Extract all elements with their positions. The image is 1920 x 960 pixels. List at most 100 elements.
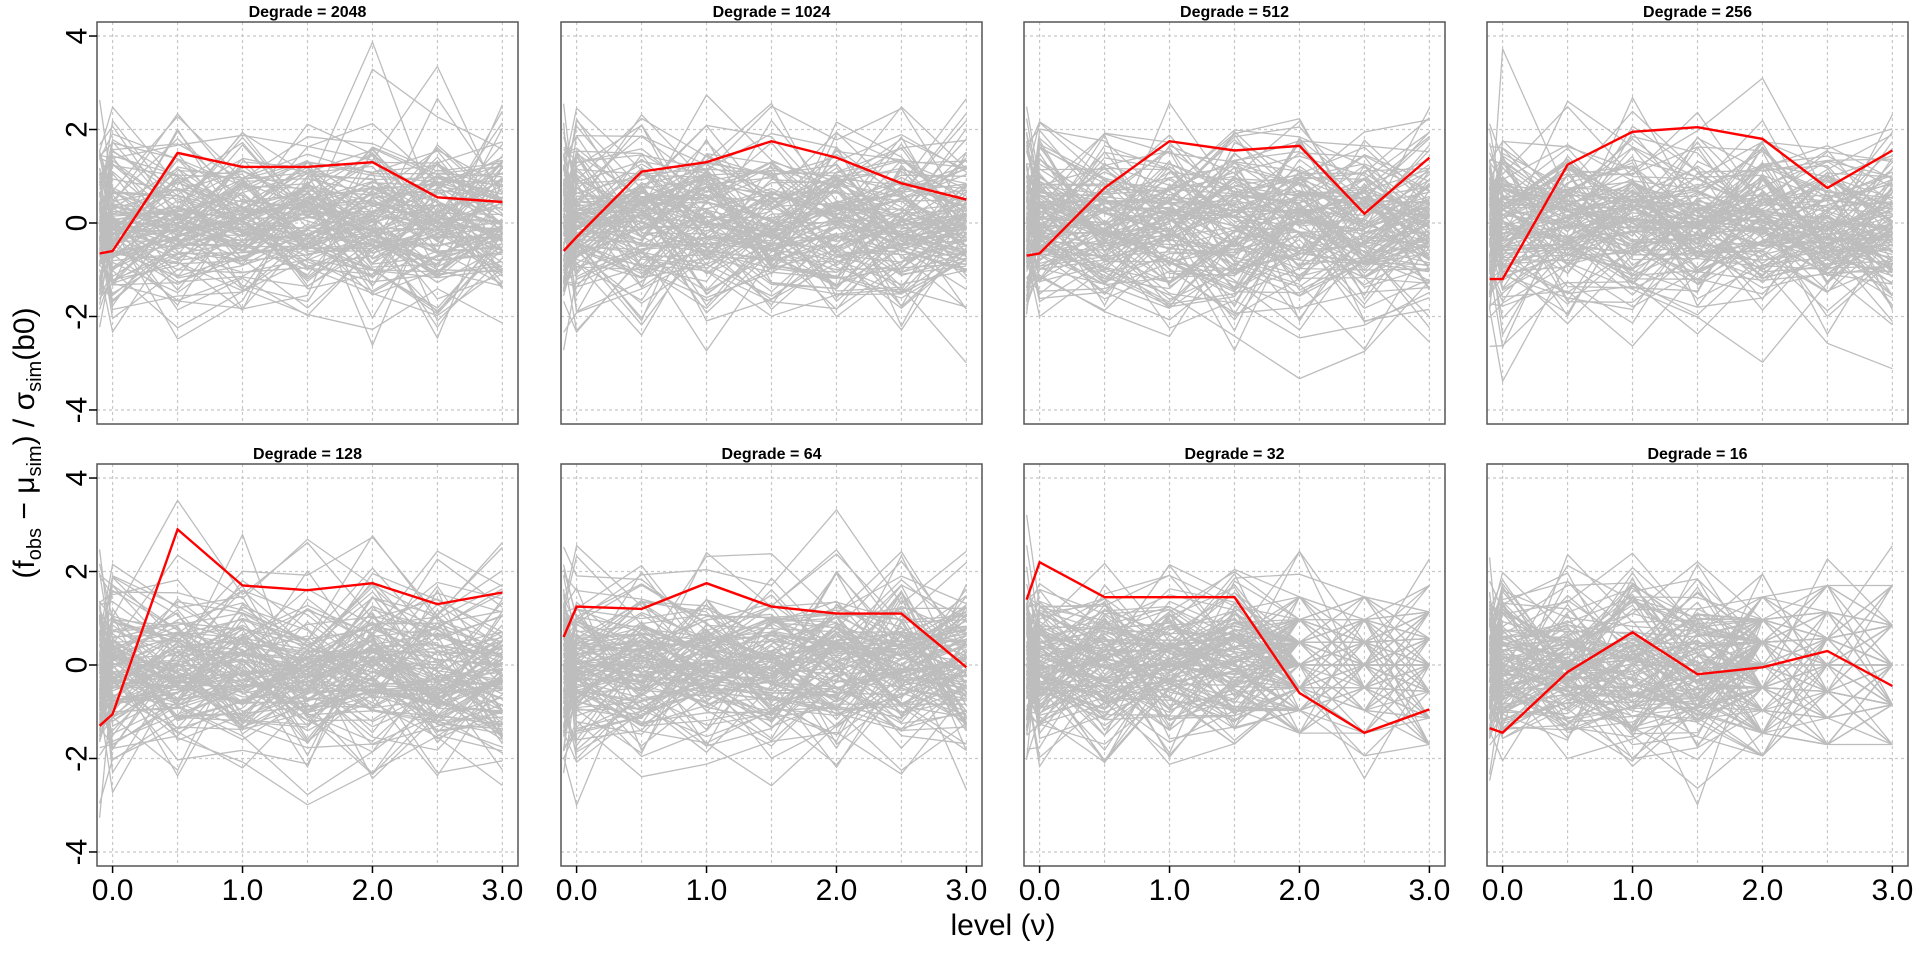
simulated-curve xyxy=(99,146,503,278)
simulated-curve xyxy=(1488,229,1893,384)
simulated-curve xyxy=(1025,139,1430,253)
simulated-curve xyxy=(563,138,967,253)
simulated-curve xyxy=(99,624,503,731)
simulated-curve xyxy=(1488,585,1893,719)
simulated-curve xyxy=(98,99,503,193)
simulated-curve xyxy=(1025,686,1430,763)
simulated-curve xyxy=(1488,583,1893,742)
simulated-curve xyxy=(1489,140,1893,262)
simulated-curve xyxy=(562,172,967,315)
simulated-curve xyxy=(1026,618,1430,719)
simulated-curve xyxy=(1026,641,1430,712)
simulated-curve xyxy=(99,600,503,695)
simulated-curve xyxy=(99,611,503,679)
simulated-curve xyxy=(99,112,503,228)
simulated-curve xyxy=(1025,132,1430,244)
simulated-curve xyxy=(562,601,967,697)
simulated-curve xyxy=(99,204,503,303)
x-tick-label: 2.0 xyxy=(352,874,394,907)
simulated-curve xyxy=(563,93,967,210)
simulated-curve xyxy=(562,615,967,743)
simulated-curve xyxy=(563,628,967,745)
observed-series-line xyxy=(562,581,968,669)
simulated-curve xyxy=(1488,190,1893,292)
simulated-curve xyxy=(1026,119,1430,233)
simulated-curve xyxy=(98,158,503,329)
simulated-curve xyxy=(99,609,503,660)
x-tick-label: 0.0 xyxy=(1482,874,1524,907)
simulated-curve xyxy=(1025,162,1430,285)
simulated-curve xyxy=(562,595,967,689)
simulated-curve xyxy=(562,202,967,313)
x-tick-label: 3.0 xyxy=(1409,874,1451,907)
simulated-curve xyxy=(1026,101,1430,275)
simulated-curve xyxy=(1488,167,1893,279)
y-tick-label: -4 xyxy=(61,397,94,424)
simulated-curve xyxy=(563,640,967,734)
simulated-curve xyxy=(562,668,967,736)
simulated-curve xyxy=(1489,182,1893,278)
simulated-curve xyxy=(1489,189,1893,301)
simulated-curve xyxy=(98,642,503,775)
simulated-curve xyxy=(1025,167,1430,248)
x-tick-label: 1.0 xyxy=(1612,874,1654,907)
simulated-curve xyxy=(562,647,967,808)
x-tick-label: 2.0 xyxy=(1279,874,1321,907)
simulated-curve xyxy=(563,174,967,256)
simulated-series xyxy=(98,40,504,347)
simulated-curve xyxy=(1489,674,1893,762)
simulated-curve xyxy=(562,191,967,270)
y-tick-label: 4 xyxy=(61,470,94,487)
simulated-curve xyxy=(563,182,967,285)
panel: Degrade = 2048 -4 -2 0 2 4 xyxy=(61,4,519,425)
simulated-curve xyxy=(99,191,503,261)
simulated-curve xyxy=(1026,617,1430,670)
panel: Degrade = 512 xyxy=(1023,4,1446,425)
simulated-curve xyxy=(1025,182,1430,303)
simulated-curve xyxy=(563,577,967,660)
y-tick-label: 2 xyxy=(61,121,94,138)
simulated-curve xyxy=(99,165,503,278)
panel-title: Degrade = 64 xyxy=(721,446,821,463)
panel: Degrade = 32 0.0 1.0 2.0 3.0 xyxy=(1019,446,1451,907)
simulated-curve xyxy=(98,582,503,775)
observed-series-line xyxy=(99,151,503,255)
simulated-curve xyxy=(1489,625,1893,757)
y-tick-label: 4 xyxy=(61,28,94,45)
simulated-curve xyxy=(1489,96,1893,246)
simulated-curve xyxy=(1489,600,1893,683)
simulated-curve xyxy=(1025,138,1430,252)
x-tick-label: 0.0 xyxy=(1019,874,1061,907)
simulated-curve xyxy=(98,574,503,655)
simulated-curve xyxy=(99,199,503,282)
x-tick-label: 2.0 xyxy=(816,874,858,907)
x-tick-label: 3.0 xyxy=(482,874,524,907)
panel-frame xyxy=(1023,463,1446,867)
x-axis-title: level (ν) xyxy=(950,909,1055,942)
simulated-curve xyxy=(562,634,967,701)
simulated-curve xyxy=(1488,161,1893,277)
observed-series-line xyxy=(1026,139,1431,257)
y-tick-label: 2 xyxy=(61,563,94,580)
simulated-curve xyxy=(99,656,503,728)
simulated-curve xyxy=(98,646,503,730)
simulated-curve xyxy=(562,690,967,753)
simulated-curve xyxy=(1026,619,1430,757)
simulated-curve xyxy=(1489,195,1893,279)
y-axis-title-subscript: sim xyxy=(24,445,46,476)
simulated-curve xyxy=(99,626,503,676)
simulated-curve xyxy=(1025,150,1430,272)
simulated-curve xyxy=(563,186,967,263)
simulated-curve xyxy=(1026,664,1430,717)
simulated-curve xyxy=(1488,613,1893,666)
simulated-curve xyxy=(563,166,967,246)
simulated-curve xyxy=(1488,600,1893,757)
simulated-curve xyxy=(1025,134,1430,264)
simulated-curve xyxy=(1488,209,1893,336)
simulated-curve xyxy=(562,216,967,351)
simulated-curve xyxy=(98,165,503,258)
x-tick-label: 1.0 xyxy=(686,874,728,907)
y-axis-title-part: ) / σ xyxy=(8,391,41,445)
x-tick-label: 1.0 xyxy=(222,874,264,907)
panel-title: Degrade = 2048 xyxy=(249,4,367,21)
